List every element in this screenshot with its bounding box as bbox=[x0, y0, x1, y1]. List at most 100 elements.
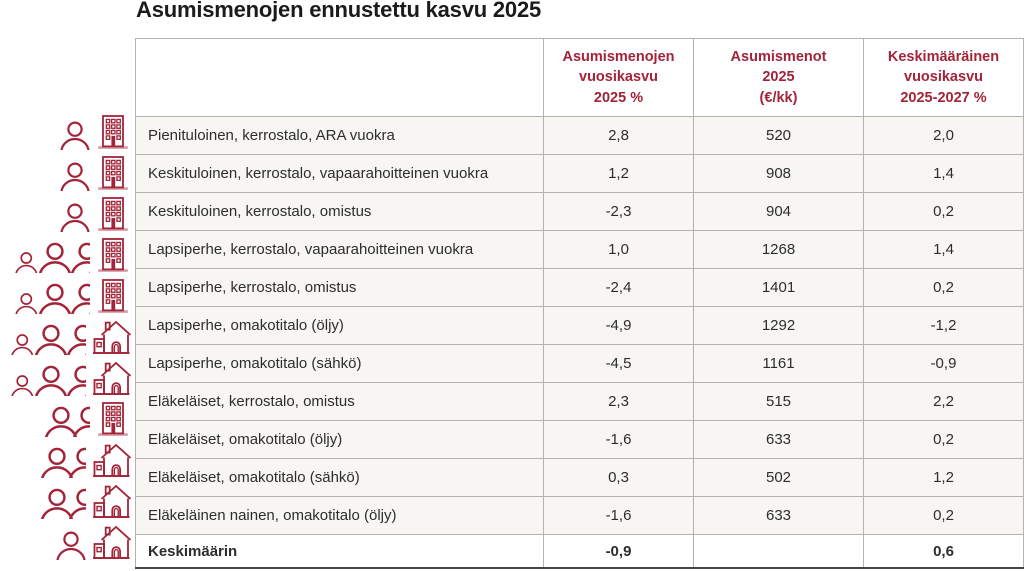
cell-cost-2025: 633 bbox=[693, 496, 864, 535]
table-row: Eläkeläiset, omakotitalo (sähkö) 0,3 502 1,… bbox=[135, 458, 1024, 497]
cell-avg-growth-2025-2027: 2,2 bbox=[863, 382, 1024, 421]
cell-growth-2025: 2,3 bbox=[543, 382, 694, 421]
cell-growth-2025: 1,0 bbox=[543, 230, 694, 269]
icon-row bbox=[0, 276, 134, 317]
couple-persons-icon bbox=[40, 447, 86, 478]
icon-row bbox=[0, 522, 134, 563]
cell-growth-2025: 1,2 bbox=[543, 154, 694, 193]
icon-row bbox=[0, 112, 134, 153]
table-row: Pienituloinen, kerrostalo, ARA vuokra 2,8… bbox=[135, 116, 1024, 155]
icon-row bbox=[0, 399, 134, 440]
apartment-building-icon bbox=[96, 196, 130, 231]
col-header-cost-2025: Asumismenot 2025 (€/kk) bbox=[693, 38, 864, 117]
family-with-children-icon bbox=[11, 324, 86, 355]
row-label: Keskimäärin bbox=[135, 534, 544, 569]
cell-growth-2025: -1,6 bbox=[543, 420, 694, 459]
table-row: Keskituloinen, kerrostalo, vapaarahoitte… bbox=[135, 154, 1024, 193]
row-label: Keskituloinen, kerrostalo, vapaarahoitte… bbox=[135, 154, 544, 193]
cell-avg-growth-2025-2027: 2,0 bbox=[863, 116, 1024, 155]
cell-growth-2025: -1,6 bbox=[543, 496, 694, 535]
detached-house-icon bbox=[92, 485, 131, 518]
row-label: Eläkeläiset, kerrostalo, omistus bbox=[135, 382, 544, 421]
cell-growth-2025: -0,9 bbox=[543, 534, 694, 569]
row-label: Lapsiperhe, omakotitalo (sähkö) bbox=[135, 344, 544, 383]
apartment-building-icon bbox=[96, 401, 130, 436]
cell-cost-2025: 520 bbox=[693, 116, 864, 155]
cell-growth-2025: 0,3 bbox=[543, 458, 694, 497]
icon-row bbox=[0, 153, 134, 194]
row-icons-gutter bbox=[0, 112, 134, 563]
icon-row bbox=[0, 235, 134, 276]
table-row: Lapsiperhe, omakotitalo (sähkö) -4,5 1161-… bbox=[135, 344, 1024, 383]
cell-avg-growth-2025-2027: 0,2 bbox=[863, 420, 1024, 459]
cell-avg-growth-2025-2027: 0,2 bbox=[863, 496, 1024, 535]
detached-house-icon bbox=[92, 526, 131, 559]
cell-cost-2025: 1401 bbox=[693, 268, 864, 307]
adult-person-icon bbox=[60, 162, 90, 191]
col-header-avg-growth-2025-2027: Keskimääräinen vuosikasvu 2025-2027 % bbox=[863, 38, 1024, 117]
cell-avg-growth-2025-2027: 1,4 bbox=[863, 154, 1024, 193]
cell-avg-growth-2025-2027: 1,4 bbox=[863, 230, 1024, 269]
cell-growth-2025: -2,3 bbox=[543, 192, 694, 231]
table-row: Keskituloinen, kerrostalo, omistus -2,3 90… bbox=[135, 192, 1024, 231]
apartment-building-icon bbox=[96, 155, 130, 190]
couple-persons-icon bbox=[40, 488, 86, 519]
icon-row bbox=[0, 358, 134, 399]
cell-growth-2025: 2,8 bbox=[543, 116, 694, 155]
detached-house-icon bbox=[92, 362, 131, 395]
row-label: Keskituloinen, kerrostalo, omistus bbox=[135, 192, 544, 231]
apartment-building-icon bbox=[96, 278, 130, 313]
cell-cost-2025: 1161 bbox=[693, 344, 864, 383]
table-row: Lapsiperhe, kerrostalo, vapaarahoitteine… bbox=[135, 230, 1024, 269]
table-row: Lapsiperhe, omakotitalo (öljy) -4,9 1292 -1… bbox=[135, 306, 1024, 345]
header-row: Asumismenojen vuosikasvu 2025 % Asumisme… bbox=[135, 38, 1024, 117]
cell-cost-2025: 904 bbox=[693, 192, 864, 231]
cell-growth-2025: -4,9 bbox=[543, 306, 694, 345]
icon-row bbox=[0, 481, 134, 522]
table-row: Eläkeläiset, kerrostalo, omistus 2,3 515 2,… bbox=[135, 382, 1024, 421]
family-with-children-icon bbox=[15, 283, 90, 314]
detached-house-icon bbox=[92, 321, 131, 354]
row-label: Eläkeläiset, omakotitalo (sähkö) bbox=[135, 458, 544, 497]
detached-house-icon bbox=[92, 444, 131, 477]
adult-person-icon bbox=[60, 121, 90, 150]
table-row: Lapsiperhe, kerrostalo, omistus -2,4 1401 0… bbox=[135, 268, 1024, 307]
summary-row: Keskimäärin -0,9 0,6 bbox=[135, 534, 1024, 569]
table-row: Eläkeläinen nainen, omakotitalo (öljy) -1… bbox=[135, 496, 1024, 535]
icon-row bbox=[0, 317, 134, 358]
cell-cost-2025 bbox=[693, 534, 864, 569]
cell-cost-2025: 1268 bbox=[693, 230, 864, 269]
couple-persons-icon bbox=[44, 406, 90, 437]
cell-cost-2025: 633 bbox=[693, 420, 864, 459]
row-label: Eläkeläinen nainen, omakotitalo (öljy) bbox=[135, 496, 544, 535]
row-label: Lapsiperhe, kerrostalo, vapaarahoitteine… bbox=[135, 230, 544, 269]
row-label: Lapsiperhe, kerrostalo, omistus bbox=[135, 268, 544, 307]
header-empty-cell bbox=[135, 38, 544, 117]
row-label: Eläkeläiset, omakotitalo (öljy) bbox=[135, 420, 544, 459]
apartment-building-icon bbox=[96, 237, 130, 272]
cell-avg-growth-2025-2027: 0,2 bbox=[863, 268, 1024, 307]
housing-costs-table: Asumismenojen vuosikasvu 2025 % Asumisme… bbox=[135, 38, 1024, 569]
col-header-growth-2025: Asumismenojen vuosikasvu 2025 % bbox=[543, 38, 694, 117]
adult-person-icon bbox=[60, 203, 90, 232]
icon-row bbox=[0, 440, 134, 481]
cell-growth-2025: -4,5 bbox=[543, 344, 694, 383]
cell-cost-2025: 1292 bbox=[693, 306, 864, 345]
cell-avg-growth-2025-2027: 0,2 bbox=[863, 192, 1024, 231]
cell-avg-growth-2025-2027: -1,2 bbox=[863, 306, 1024, 345]
family-with-children-icon bbox=[15, 242, 90, 273]
cell-cost-2025: 515 bbox=[693, 382, 864, 421]
table-row: Eläkeläiset, omakotitalo (öljy) -1,6 633 0,… bbox=[135, 420, 1024, 459]
adult-person-icon bbox=[56, 531, 86, 560]
row-label: Lapsiperhe, omakotitalo (öljy) bbox=[135, 306, 544, 345]
cell-cost-2025: 908 bbox=[693, 154, 864, 193]
cell-cost-2025: 502 bbox=[693, 458, 864, 497]
cell-avg-growth-2025-2027: 0,6 bbox=[863, 534, 1024, 569]
family-with-children-icon bbox=[11, 365, 86, 396]
cell-growth-2025: -2,4 bbox=[543, 268, 694, 307]
cell-avg-growth-2025-2027: 1,2 bbox=[863, 458, 1024, 497]
row-label: Pienituloinen, kerrostalo, ARA vuokra bbox=[135, 116, 544, 155]
page-title: Asumismenojen ennustettu kasvu 2025 bbox=[136, 0, 542, 22]
cell-avg-growth-2025-2027: -0,9 bbox=[863, 344, 1024, 383]
